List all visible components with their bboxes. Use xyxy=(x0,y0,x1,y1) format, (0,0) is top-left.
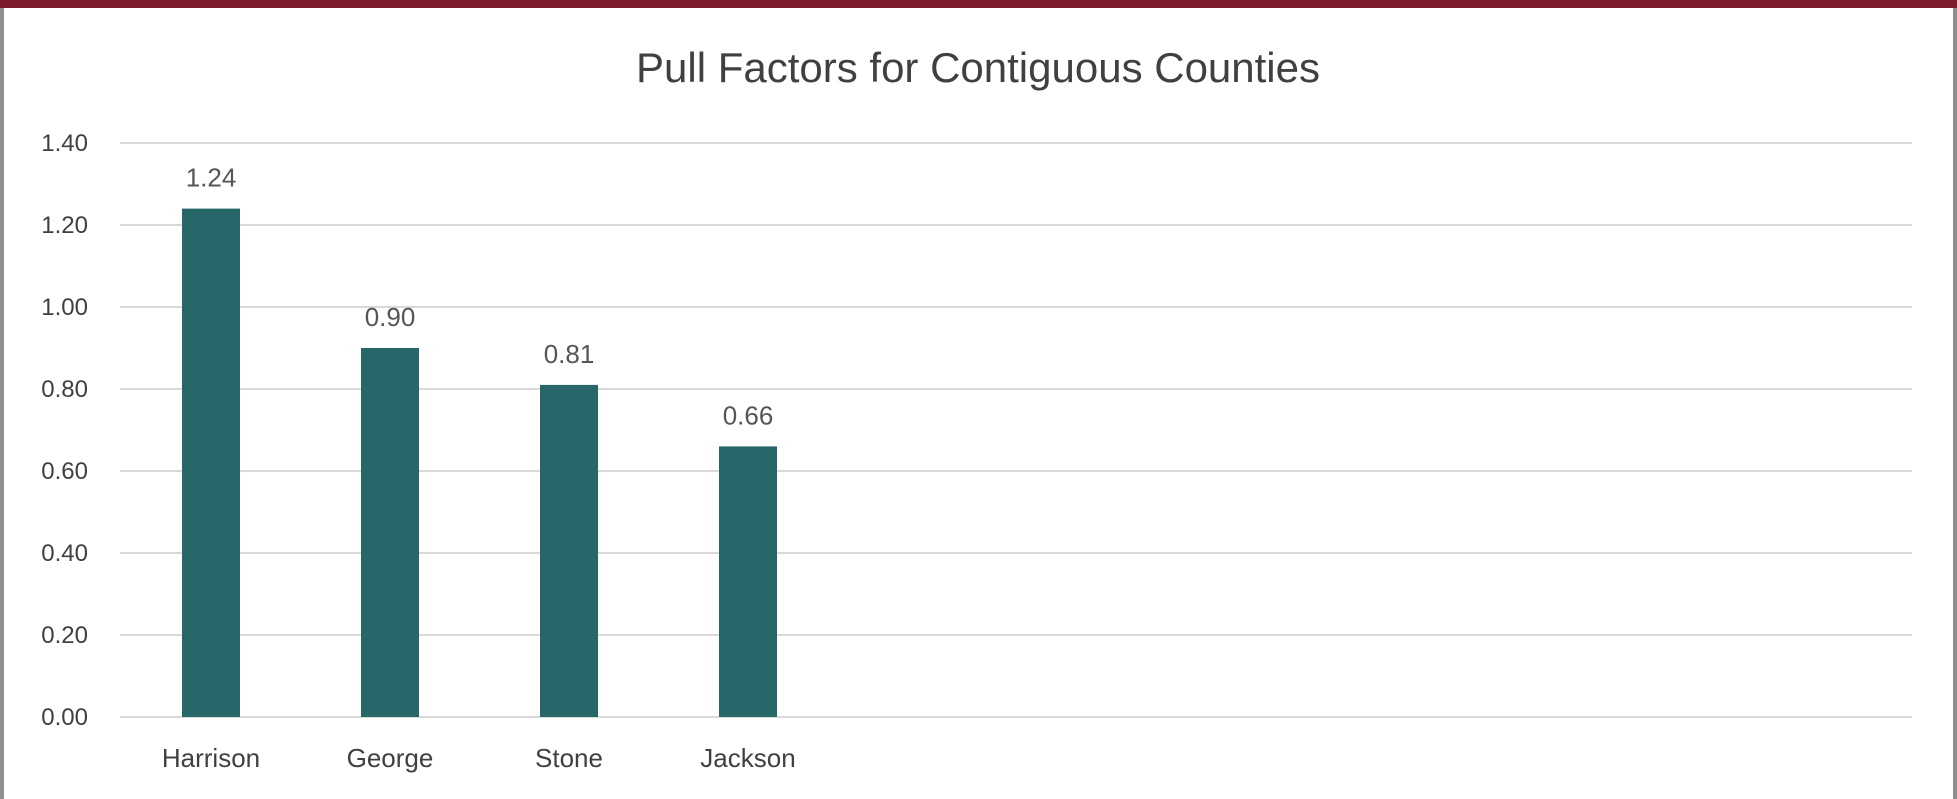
y-tick-label: 0.80 xyxy=(41,376,88,403)
y-tick-label: 0.40 xyxy=(41,540,88,567)
chart-title: Pull Factors for Contiguous Counties xyxy=(636,44,1320,91)
y-tick-label: 0.20 xyxy=(41,622,88,649)
y-tick-label: 1.40 xyxy=(41,130,88,157)
y-axis-ticks: 0.00 0.20 0.40 0.60 0.80 1.00 1.20 1.40 xyxy=(41,130,88,731)
x-axis-categories: Harrison George Stone Jackson xyxy=(162,743,796,773)
category-label-george: George xyxy=(347,743,434,773)
bars xyxy=(182,208,777,717)
category-label-harrison: Harrison xyxy=(162,743,260,773)
y-tick-label: 1.00 xyxy=(41,294,88,321)
category-label-stone: Stone xyxy=(535,743,603,773)
bar-jackson xyxy=(719,446,777,717)
data-label-stone: 0.81 xyxy=(544,339,595,369)
y-tick-label: 1.20 xyxy=(41,212,88,239)
bar-harrison xyxy=(182,208,240,717)
data-label-harrison: 1.24 xyxy=(186,163,237,193)
bar-george xyxy=(361,348,419,717)
data-labels: 1.24 0.90 0.81 0.66 xyxy=(186,163,774,431)
y-tick-label: 0.60 xyxy=(41,458,88,485)
data-label-george: 0.90 xyxy=(365,302,416,332)
y-tick-label: 0.00 xyxy=(41,704,88,731)
bar-stone xyxy=(540,384,598,717)
category-label-jackson: Jackson xyxy=(700,743,795,773)
top-accent-bar xyxy=(0,0,1957,8)
data-label-jackson: 0.66 xyxy=(723,400,774,430)
